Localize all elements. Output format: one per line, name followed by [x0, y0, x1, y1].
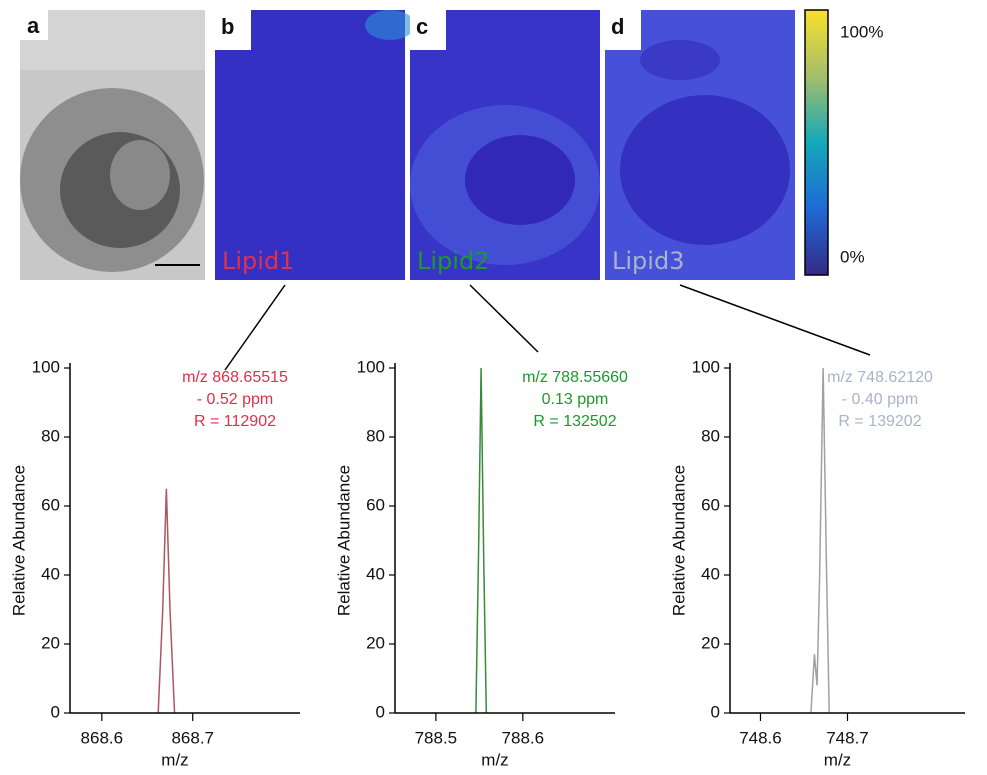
y-tick-label: 80	[41, 426, 60, 445]
x-axis-label: m/z	[161, 750, 188, 769]
x-tick-label: 748.6	[739, 728, 782, 747]
y-tick-label: 100	[32, 357, 60, 376]
panel-b-image: b Lipid1	[215, 10, 415, 280]
y-tick-label: 80	[366, 426, 385, 445]
annotation: m/z 748.62120	[827, 369, 933, 386]
x-tick-label: 868.7	[171, 728, 214, 747]
panel-letter: d	[611, 14, 624, 39]
panel-letter: b	[221, 14, 234, 39]
y-axis-label: Relative Abundance	[669, 465, 688, 616]
y-tick-label: 20	[701, 633, 720, 652]
y-tick-label: 40	[41, 564, 60, 583]
annotation: 0.13 ppm	[542, 391, 609, 408]
y-axis-label: Relative Abundance	[9, 465, 28, 616]
y-tick-label: 40	[366, 564, 385, 583]
colorbar	[804, 9, 829, 276]
panel-d-image: d Lipid3	[605, 10, 795, 280]
y-tick-label: 100	[692, 357, 720, 376]
y-tick-label: 100	[357, 357, 385, 376]
colorbar-max: 100%	[840, 22, 883, 41]
annotation: R = 132502	[533, 413, 616, 430]
x-tick-label: 788.6	[502, 728, 545, 747]
y-tick-label: 80	[701, 426, 720, 445]
panel-letter: c	[416, 14, 428, 39]
x-tick-label: 868.6	[81, 728, 124, 747]
x-axis-label: m/z	[824, 750, 851, 769]
y-tick-label: 0	[711, 702, 720, 721]
y-tick-label: 20	[366, 633, 385, 652]
annotation: R = 112902	[194, 413, 276, 430]
y-tick-label: 20	[41, 633, 60, 652]
x-tick-label: 788.5	[415, 728, 458, 747]
annotation: - 0.40 ppm	[842, 391, 918, 408]
y-tick-label: 0	[376, 702, 385, 721]
spectrum-line	[810, 367, 830, 714]
colorbar-min: 0%	[840, 247, 865, 266]
y-tick-label: 0	[51, 702, 60, 721]
y-tick-label: 40	[701, 564, 720, 583]
y-tick-label: 60	[366, 495, 385, 514]
y-tick-label: 60	[41, 495, 60, 514]
lipid-label: Lipid3	[612, 247, 684, 275]
connector	[224, 284, 286, 371]
y-axis-label: Relative Abundance	[334, 465, 353, 616]
lipid-label: Lipid2	[417, 247, 489, 275]
annotation: m/z 788.55660	[522, 369, 628, 386]
connector	[469, 284, 539, 353]
spectrum-line	[157, 488, 176, 714]
connector	[679, 284, 871, 356]
panel-c-image: c Lipid2	[410, 10, 600, 280]
lipid-label: Lipid1	[222, 247, 294, 275]
annotation: m/z 868.65515	[182, 369, 288, 386]
x-tick-label: 748.7	[826, 728, 869, 747]
x-axis-label: m/z	[481, 750, 508, 769]
y-tick-label: 60	[701, 495, 720, 514]
annotation: R = 139202	[838, 413, 921, 430]
spectrum-line	[475, 367, 488, 714]
annotation: - 0.52 ppm	[197, 391, 273, 408]
panel-a-image: a	[20, 10, 205, 280]
panel-letter: a	[27, 13, 40, 38]
